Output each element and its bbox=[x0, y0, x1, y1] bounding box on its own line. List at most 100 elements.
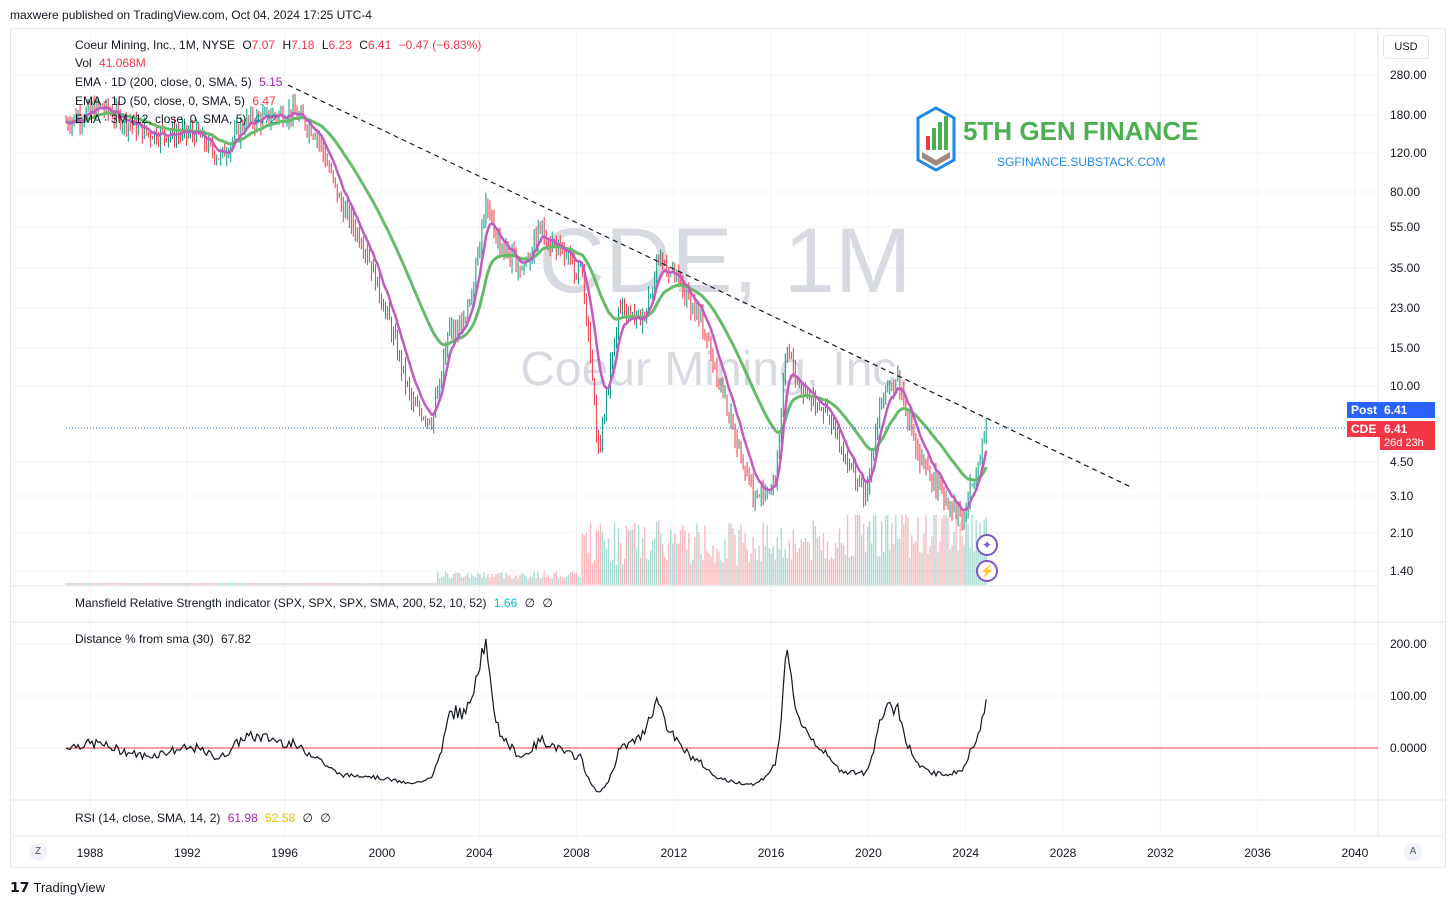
time-axis-label: 2040 bbox=[1342, 846, 1369, 860]
brand-logo bbox=[916, 106, 956, 172]
brand-title: 5TH GEN FINANCE bbox=[963, 116, 1198, 146]
symbol-tag-label: CDE bbox=[1347, 421, 1381, 437]
post-tag-label: Post bbox=[1347, 402, 1382, 418]
ema3-legend: EMA · 3M (12, close, 0, SMA, 5) 4.72 bbox=[75, 112, 281, 126]
ema3-label[interactable]: EMA · 3M (12, close, 0, SMA, 5) bbox=[75, 112, 247, 126]
price-axis-label: 120.00 bbox=[1390, 146, 1427, 160]
distance-axis-label: 100.00 bbox=[1390, 689, 1427, 703]
low-value: 6.23 bbox=[328, 38, 352, 52]
main-legend-row: Coeur Mining, Inc., 1M, NYSE O7.07 H7.18… bbox=[75, 38, 485, 52]
tradingview-logo-icon: 𝟭𝟳 bbox=[10, 879, 30, 895]
volume-bars bbox=[65, 515, 987, 585]
time-axis-label: 1996 bbox=[271, 846, 298, 860]
symbol-tag-value: 6.41 bbox=[1380, 421, 1435, 437]
distance-legend: Distance % from sma (30) 67.82 bbox=[75, 632, 255, 646]
open-label: O bbox=[242, 38, 252, 52]
high-label: H bbox=[282, 38, 292, 52]
time-axis-label: 2024 bbox=[952, 846, 979, 860]
logo-base bbox=[922, 152, 950, 166]
price-axis-label: 10.00 bbox=[1390, 379, 1420, 393]
volume-label[interactable]: Vol bbox=[75, 56, 92, 70]
rsi-ma-value: 52.58 bbox=[265, 811, 296, 825]
time-axis-label: 1988 bbox=[77, 846, 104, 860]
sparkle-icon[interactable]: ✦ bbox=[976, 534, 998, 556]
mansfield-value: 1.66 bbox=[493, 596, 518, 610]
ema2-legend: EMA · 1D (50, close, 0, SMA, 5) 6.47 bbox=[75, 94, 280, 108]
trendline[interactable] bbox=[287, 84, 1134, 489]
logo-bar bbox=[926, 136, 930, 150]
time-axis-label: 2004 bbox=[466, 846, 493, 860]
brand-url: SGFINANCE.SUBSTACK.COM bbox=[997, 155, 1165, 169]
price-axis[interactable]: 280.00 180.00 120.00 80.00 55.00 35.00 23.00 15… bbox=[1390, 68, 1427, 578]
price-axis-label: 23.00 bbox=[1390, 301, 1420, 315]
time-axis-label: 2036 bbox=[1244, 846, 1271, 860]
price-axis-label: 280.00 bbox=[1390, 68, 1427, 82]
lightning-icon[interactable]: ⚡ bbox=[976, 560, 998, 582]
volume-legend: Vol 41.068M bbox=[75, 56, 150, 70]
mansfield-legend: Mansfield Relative Strength indicator (S… bbox=[75, 596, 557, 610]
mansfield-empty-1: ∅ bbox=[524, 596, 536, 610]
rsi-empty-2: ∅ bbox=[320, 811, 331, 825]
currency-button[interactable]: USD bbox=[1383, 35, 1429, 59]
zoom-toggle[interactable]: Z bbox=[29, 843, 47, 861]
watermark-symbol: CDE, 1M bbox=[538, 210, 911, 312]
distance-label[interactable]: Distance % from sma (30) bbox=[75, 632, 214, 646]
distance-axis-label: 200.00 bbox=[1390, 637, 1427, 651]
distance-value: 67.82 bbox=[221, 632, 252, 646]
time-axis-label: 2008 bbox=[563, 846, 590, 860]
time-axis-label: 2000 bbox=[369, 846, 396, 860]
distance-line bbox=[65, 638, 987, 793]
price-axis-label: 55.00 bbox=[1390, 220, 1420, 234]
time-axis-label: 2020 bbox=[855, 846, 882, 860]
price-axis-label: 15.00 bbox=[1390, 341, 1420, 355]
distance-axis-label: 0.0000 bbox=[1390, 741, 1427, 755]
price-axis-label: 4.50 bbox=[1390, 455, 1414, 469]
auto-scale-toggle[interactable]: A bbox=[1404, 843, 1422, 861]
rsi-empty-1: ∅ bbox=[302, 811, 313, 825]
open-value: 7.07 bbox=[251, 38, 276, 52]
ema2-label[interactable]: EMA · 1D (50, close, 0, SMA, 5) bbox=[75, 94, 246, 108]
change-value: −0.47 (−6.83%) bbox=[398, 38, 482, 52]
ema1-label[interactable]: EMA · 1D (200, close, 0, SMA, 5) bbox=[75, 75, 252, 89]
mansfield-label[interactable]: Mansfield Relative Strength indicator (S… bbox=[75, 596, 487, 610]
logo-bar bbox=[932, 128, 936, 150]
time-axis-label: 1992 bbox=[174, 846, 201, 860]
rsi-value: 61.98 bbox=[227, 811, 258, 825]
price-axis-label: 80.00 bbox=[1390, 185, 1420, 199]
ema1-value: 5.15 bbox=[259, 75, 283, 89]
time-axis[interactable]: 1988 1992 1996 2000 2004 2008 2012 2016 2020 2024… bbox=[77, 846, 1369, 860]
publish-note: maxwere published on TradingView.com, Oc… bbox=[10, 8, 372, 22]
hexagon-logo-icon bbox=[916, 106, 956, 172]
ema2-value: 6.47 bbox=[252, 94, 276, 108]
time-axis-label: 2012 bbox=[660, 846, 687, 860]
price-axis-label: 3.10 bbox=[1390, 489, 1414, 503]
volume-value: 41.068M bbox=[99, 56, 146, 70]
mansfield-empty-2: ∅ bbox=[542, 596, 553, 610]
symbol-label[interactable]: Coeur Mining, Inc., 1M, NYSE bbox=[75, 38, 236, 52]
close-value: 6.41 bbox=[367, 38, 392, 52]
ema-12-line bbox=[65, 105, 988, 512]
ema-50-line bbox=[65, 111, 988, 482]
rsi-label[interactable]: RSI (14, close, SMA, 14, 2) bbox=[75, 811, 221, 825]
time-axis-label: 2032 bbox=[1147, 846, 1174, 860]
low-label: L bbox=[321, 38, 329, 52]
grid-lines bbox=[10, 28, 1378, 836]
time-axis-label: 2016 bbox=[758, 846, 785, 860]
time-axis-label: 2028 bbox=[1050, 846, 1077, 860]
close-label: C bbox=[359, 38, 368, 52]
price-axis-label: 35.00 bbox=[1390, 261, 1420, 275]
price-axis-label: 2.10 bbox=[1390, 526, 1414, 540]
distance-axis[interactable]: 200.00 100.00 0.0000 bbox=[1390, 637, 1427, 755]
logo-bar bbox=[944, 116, 948, 150]
logo-bar bbox=[938, 122, 942, 150]
post-tag-value: 6.41 bbox=[1380, 402, 1435, 418]
ema3-value: 4.72 bbox=[253, 112, 278, 126]
price-axis-label: 180.00 bbox=[1390, 108, 1427, 122]
rsi-legend: RSI (14, close, SMA, 14, 2) 61.98 52.58 … bbox=[75, 811, 335, 825]
chart-frame[interactable] bbox=[10, 28, 1446, 868]
price-axis-label: 1.40 bbox=[1390, 564, 1414, 578]
price-bars bbox=[65, 93, 987, 531]
footer-logo[interactable]: 𝟭𝟳 TradingView bbox=[10, 879, 105, 896]
high-value: 7.18 bbox=[291, 38, 315, 52]
